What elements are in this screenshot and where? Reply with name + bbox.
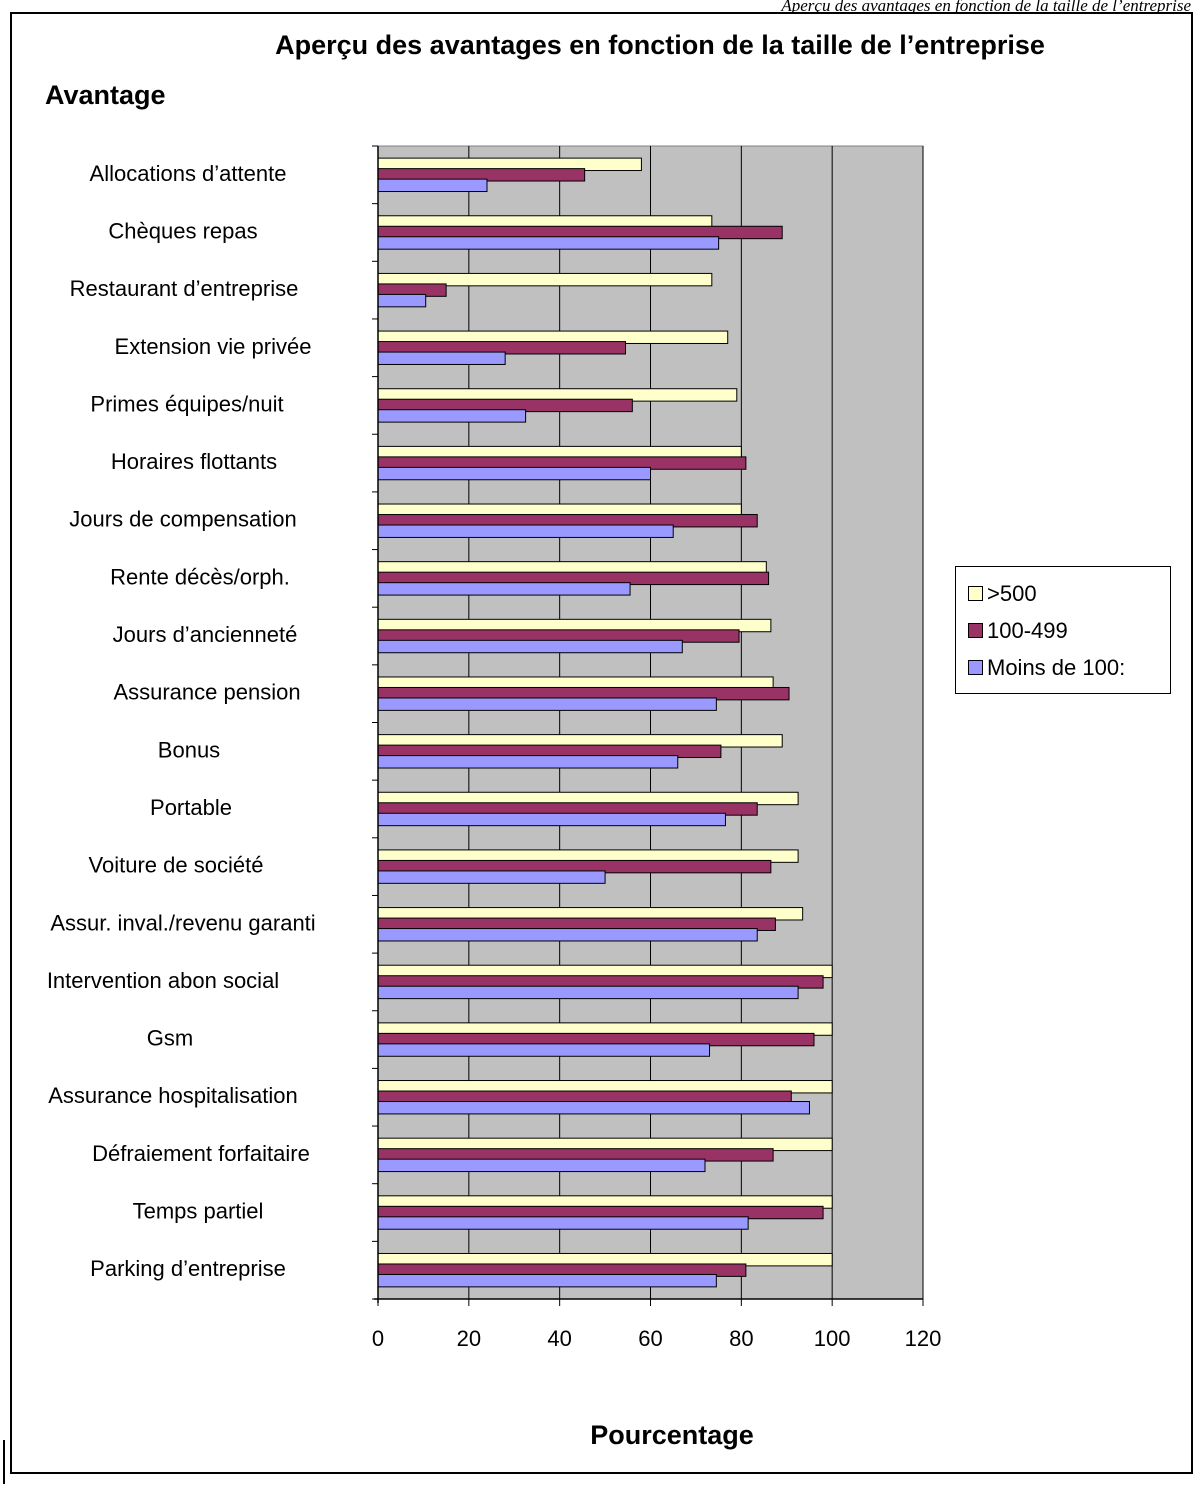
category-label: Portable — [150, 795, 232, 820]
legend-item: >500 — [968, 575, 1170, 612]
category-label: Restaurant d’entreprise — [70, 276, 299, 301]
legend-swatch-icon — [968, 660, 983, 675]
legend-label: 100-499 — [987, 617, 1068, 643]
legend-label: >500 — [987, 580, 1037, 606]
bar-lt100 — [377, 1101, 810, 1115]
page-left-rule — [3, 1440, 5, 1484]
category-label: Chèques repas — [108, 218, 257, 243]
bar-lt100 — [377, 1043, 711, 1057]
x-axis-title: Pourcentage — [590, 1420, 754, 1450]
x-tick-label: 40 — [547, 1326, 571, 1351]
category-label: Parking d’entreprise — [90, 1256, 286, 1281]
x-tick-label: 100 — [814, 1326, 851, 1351]
y-axis-title: Avantage — [45, 80, 166, 110]
bar-lt100 — [377, 870, 606, 884]
category-label: Défraiement forfaitaire — [92, 1141, 310, 1166]
bar-lt100 — [377, 812, 726, 827]
bar-lt100 — [377, 697, 717, 711]
category-label: Assurance pension — [113, 680, 300, 705]
bar-lt100 — [377, 293, 427, 308]
page-header: Aperçu des avantages en fonction de la t… — [781, 0, 1191, 15]
bar-lt100 — [377, 985, 799, 1000]
category-label: Rente décès/orph. — [110, 564, 290, 589]
bar-lt100 — [377, 1273, 717, 1288]
category-label: Assurance hospitalisation — [48, 1083, 297, 1108]
bar-lt100 — [377, 409, 527, 423]
chart-title: Aperçu des avantages en fonction de la t… — [275, 30, 1045, 60]
x-tick-label: 0 — [372, 1326, 384, 1351]
bar-lt100 — [377, 236, 720, 250]
bar-lt100 — [377, 524, 674, 538]
legend-item: Moins de 100: — [968, 649, 1170, 686]
legend-item: 100-499 — [968, 612, 1170, 649]
legend: >500 100-499 Moins de 100: — [955, 566, 1171, 694]
bar-lt100 — [377, 639, 683, 654]
bar-lt100 — [377, 1216, 749, 1230]
category-label: Allocations d’attente — [90, 161, 287, 186]
category-label: Jours d’ancienneté — [113, 622, 298, 647]
bar-lt100 — [377, 582, 631, 596]
x-tick-label: 20 — [457, 1326, 481, 1351]
legend-swatch-icon — [968, 623, 983, 638]
category-label: Extension vie privée — [115, 334, 312, 359]
bar-lt100 — [377, 928, 758, 942]
category-label: Gsm — [147, 1026, 193, 1051]
category-label: Temps partiel — [133, 1199, 264, 1224]
x-tick-label: 120 — [905, 1326, 942, 1351]
bar-lt100 — [377, 755, 679, 769]
x-tick-label: 60 — [638, 1326, 662, 1351]
category-label: Horaires flottants — [111, 449, 277, 474]
category-label: Voiture de société — [89, 853, 264, 878]
category-label: Intervention abon social — [47, 968, 279, 993]
bar-lt100 — [377, 1158, 706, 1173]
bar-lt100 — [377, 466, 651, 481]
bar-lt100 — [377, 351, 506, 365]
category-label: Jours de compensation — [69, 507, 296, 532]
category-label: Bonus — [158, 737, 220, 762]
x-tick-label: 80 — [729, 1326, 753, 1351]
category-label: Primes équipes/nuit — [90, 391, 283, 416]
category-label: Assur. inval./revenu garanti — [50, 910, 315, 935]
legend-label: Moins de 100: — [987, 654, 1126, 680]
bar-lt100 — [377, 178, 488, 193]
legend-swatch-icon — [968, 586, 983, 601]
